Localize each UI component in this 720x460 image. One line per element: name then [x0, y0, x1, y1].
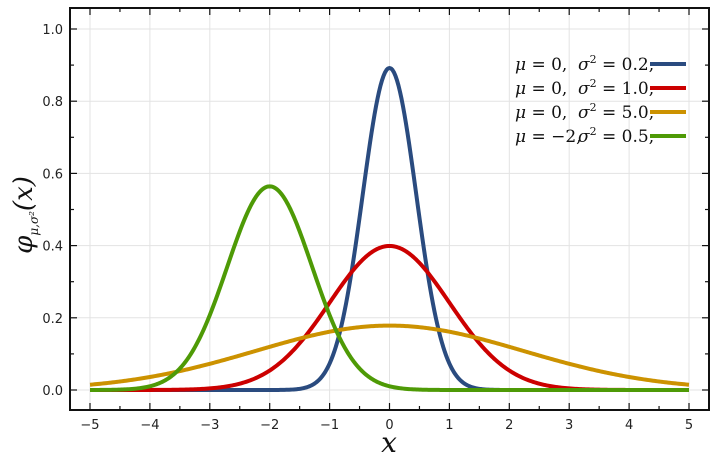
x-axis-label: x: [381, 426, 397, 459]
y-axis-label-arg: (x): [9, 176, 39, 211]
legend: μ = 0, σ2 = 0.2, μ = 0, σ2 = 1.0, μ = 0, σ2 =…: [515, 53, 686, 147]
x-tick-label: −1: [320, 418, 339, 433]
x-tick-label: 2: [505, 418, 513, 433]
series-layer: [89, 65, 690, 392]
legend-mu-label: μ = 0,: [515, 103, 567, 123]
legend-entry-1: μ = 0, σ2 = 0.2,: [515, 53, 686, 75]
x-tick-label: 0: [385, 418, 393, 433]
ticks: [70, 8, 709, 410]
y-axis-label-sub: μ,σ²: [27, 211, 41, 236]
x-tick-label: 4: [625, 418, 633, 433]
series-line-4: [89, 184, 690, 392]
x-tick-label: −2: [260, 418, 279, 433]
y-tick-label: 0.6: [42, 167, 63, 182]
y-tick-label: 0.4: [42, 240, 63, 255]
tick-labels: −5 −4 −3 −2 −1 0 1 2 3 4 5 0.0 0.2 0.4 0.6 0.8 1.0: [42, 23, 693, 433]
legend-mu-label: μ = 0,: [515, 79, 567, 99]
y-axis-label: φμ,σ²(x): [9, 176, 41, 254]
legend-entry-4: μ = −2,σ2 = 0.5,: [515, 125, 686, 147]
legend-sigma-label: σ2 = 5.0,: [578, 101, 654, 123]
legend-sigma-label: σ2 = 0.5,: [578, 125, 654, 147]
x-tick-label: 1: [445, 418, 453, 433]
x-tick-label: 3: [565, 418, 573, 433]
legend-entry-2: μ = 0, σ2 = 1.0,: [515, 77, 686, 99]
x-tick-label: −4: [140, 418, 159, 433]
y-tick-label: 0.0: [42, 384, 63, 399]
legend-sigma-label: σ2 = 0.2,: [578, 53, 654, 75]
series-line-3: [89, 323, 690, 387]
legend-mu-label: μ = −2,: [515, 127, 582, 147]
legend-mu-label: μ = 0,: [515, 55, 567, 75]
x-tick-label: −5: [80, 418, 99, 433]
x-tick-label: −3: [200, 418, 219, 433]
y-axis-label-main: φ: [9, 235, 39, 254]
x-tick-label: 5: [685, 418, 693, 433]
legend-sigma-label: σ2 = 1.0,: [578, 77, 654, 99]
y-tick-label: 1.0: [42, 23, 63, 38]
y-tick-label: 0.2: [42, 312, 63, 327]
svg-text:φμ,σ²(x): φμ,σ²(x): [9, 176, 41, 254]
legend-entry-3: μ = 0, σ2 = 5.0,: [515, 101, 686, 123]
y-tick-label: 0.8: [42, 95, 63, 110]
